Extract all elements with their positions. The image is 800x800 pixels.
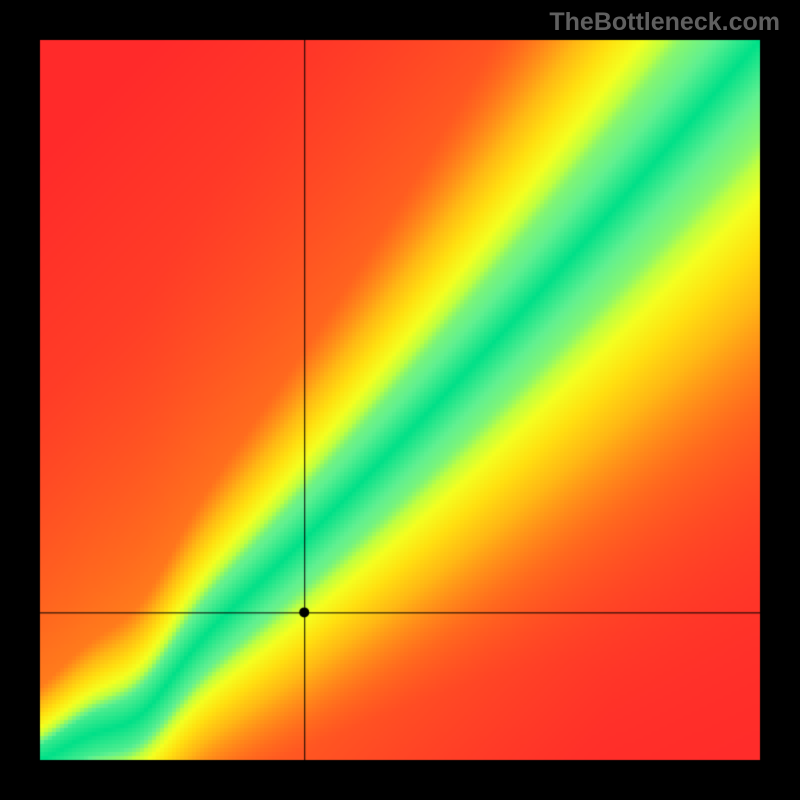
chart-container: TheBottleneck.com: [0, 0, 800, 800]
watermark-text: TheBottleneck.com: [549, 8, 780, 37]
bottleneck-heatmap: [0, 0, 800, 800]
